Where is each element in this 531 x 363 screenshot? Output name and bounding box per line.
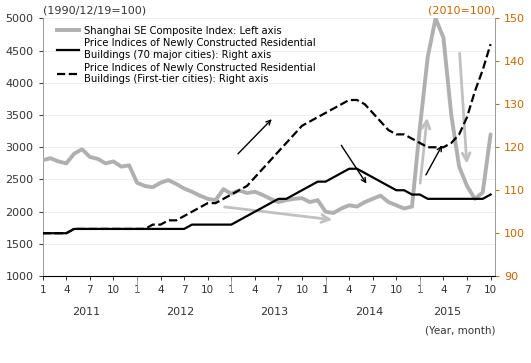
Text: (Year, month): (Year, month) [425,325,495,335]
Text: 2012: 2012 [166,307,194,317]
Legend: Shanghai SE Composite Index: Left axis, Price Indices of Newly Constructed Resid: Shanghai SE Composite Index: Left axis, … [57,26,315,84]
Text: 2011: 2011 [72,307,100,317]
Text: 2013: 2013 [260,307,288,317]
Text: 2014: 2014 [355,307,383,317]
Text: (2010=100): (2010=100) [428,6,495,16]
Text: (1990/12/19=100): (1990/12/19=100) [42,6,146,16]
Text: 2015: 2015 [433,307,461,317]
